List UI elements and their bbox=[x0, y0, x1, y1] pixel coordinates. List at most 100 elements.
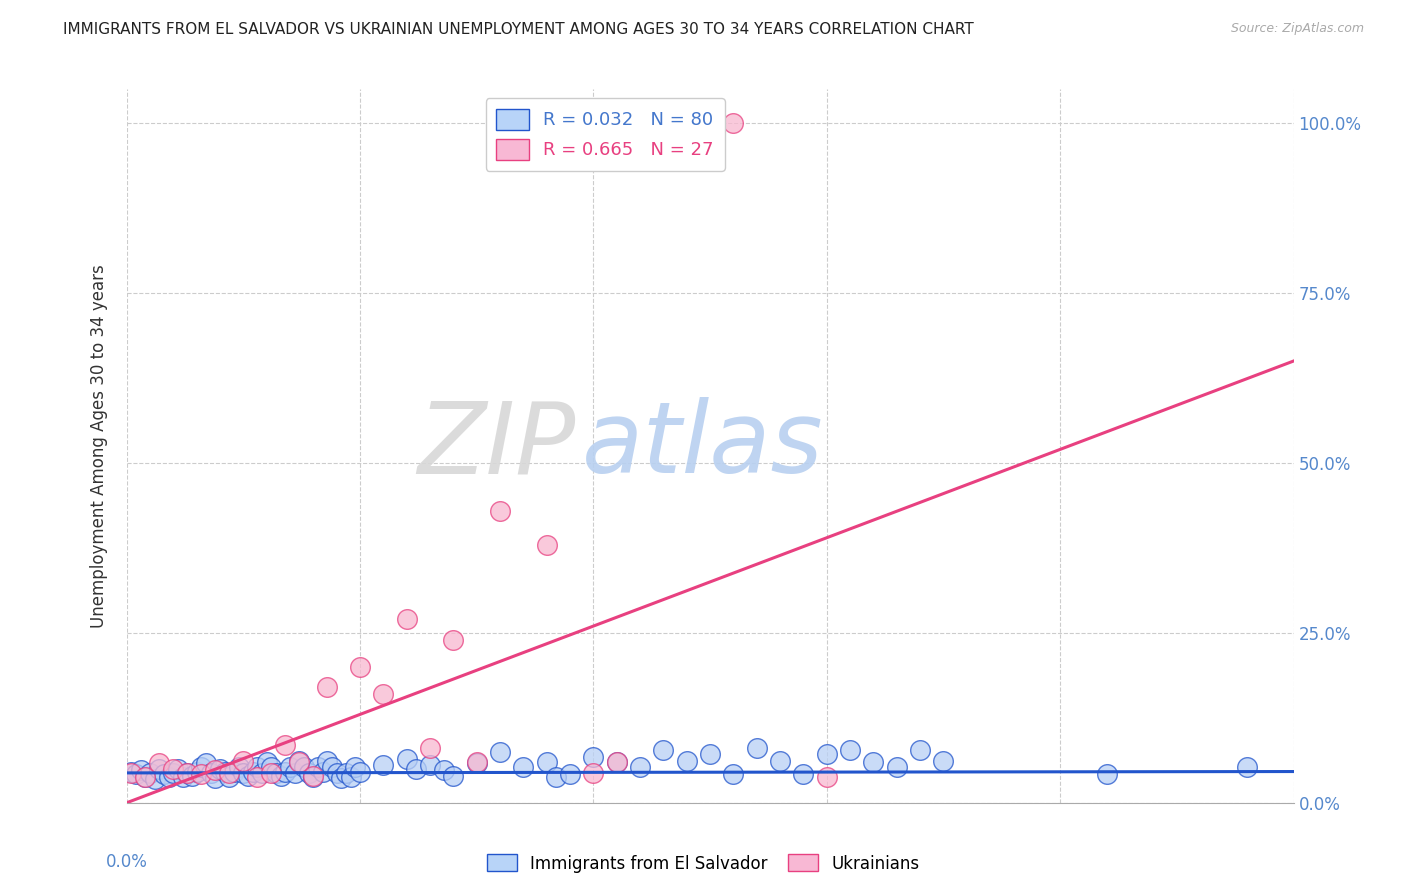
Point bbox=[419, 758, 441, 772]
Point bbox=[582, 765, 605, 780]
Point bbox=[176, 765, 198, 780]
Point bbox=[311, 764, 333, 779]
Point bbox=[246, 760, 269, 774]
Point bbox=[862, 755, 884, 769]
Point bbox=[405, 762, 427, 776]
Point bbox=[321, 760, 343, 774]
Point bbox=[162, 762, 184, 776]
Point bbox=[628, 760, 651, 774]
Point bbox=[143, 772, 166, 786]
Text: 0.0%: 0.0% bbox=[105, 853, 148, 871]
Point bbox=[325, 765, 347, 780]
Point bbox=[373, 758, 395, 772]
Point bbox=[349, 660, 371, 674]
Point bbox=[176, 765, 198, 780]
Point bbox=[228, 760, 250, 774]
Point bbox=[433, 763, 456, 777]
Point bbox=[675, 754, 697, 768]
Point bbox=[815, 747, 838, 761]
Point bbox=[441, 632, 464, 647]
Point bbox=[489, 503, 512, 517]
Point bbox=[232, 754, 254, 768]
Point bbox=[278, 760, 301, 774]
Point bbox=[218, 770, 240, 784]
Point bbox=[284, 765, 307, 780]
Point bbox=[582, 749, 605, 764]
Point bbox=[307, 760, 329, 774]
Point bbox=[208, 762, 231, 776]
Point bbox=[302, 769, 325, 783]
Point bbox=[839, 743, 862, 757]
Point bbox=[815, 770, 838, 784]
Point bbox=[180, 769, 202, 783]
Point bbox=[242, 764, 264, 779]
Point bbox=[441, 769, 464, 783]
Point bbox=[264, 765, 287, 780]
Point bbox=[297, 765, 319, 780]
Point bbox=[120, 765, 142, 780]
Y-axis label: Unemployment Among Ages 30 to 34 years: Unemployment Among Ages 30 to 34 years bbox=[90, 264, 108, 628]
Point bbox=[139, 765, 162, 780]
Point bbox=[125, 767, 148, 781]
Point bbox=[200, 765, 222, 780]
Point bbox=[395, 751, 418, 765]
Point bbox=[489, 745, 512, 759]
Point bbox=[236, 769, 259, 783]
Point bbox=[222, 764, 245, 779]
Point bbox=[214, 764, 236, 779]
Point bbox=[908, 743, 931, 757]
Point bbox=[1095, 767, 1118, 781]
Point bbox=[250, 765, 273, 780]
Point bbox=[723, 116, 745, 130]
Point bbox=[792, 767, 814, 781]
Point bbox=[153, 767, 176, 781]
Point bbox=[218, 765, 240, 780]
Point bbox=[157, 770, 180, 784]
Point bbox=[745, 741, 768, 756]
Point bbox=[190, 760, 212, 774]
Point bbox=[886, 760, 908, 774]
Point bbox=[134, 770, 156, 784]
Point bbox=[232, 765, 254, 780]
Text: atlas: atlas bbox=[582, 398, 824, 494]
Legend: R = 0.032   N = 80, R = 0.665   N = 27: R = 0.032 N = 80, R = 0.665 N = 27 bbox=[485, 98, 724, 170]
Point bbox=[330, 772, 353, 786]
Point bbox=[274, 738, 297, 752]
Point bbox=[186, 764, 208, 779]
Point bbox=[167, 762, 190, 776]
Point bbox=[292, 760, 315, 774]
Point bbox=[536, 755, 558, 769]
Text: IMMIGRANTS FROM EL SALVADOR VS UKRAINIAN UNEMPLOYMENT AMONG AGES 30 TO 34 YEARS : IMMIGRANTS FROM EL SALVADOR VS UKRAINIAN… bbox=[63, 22, 974, 37]
Point bbox=[172, 770, 194, 784]
Point bbox=[204, 772, 226, 786]
Point bbox=[419, 741, 441, 756]
Point bbox=[316, 680, 339, 694]
Point bbox=[544, 770, 567, 784]
Point bbox=[288, 754, 311, 768]
Point bbox=[148, 756, 170, 771]
Point bbox=[1236, 760, 1258, 774]
Point bbox=[465, 755, 488, 769]
Text: Source: ZipAtlas.com: Source: ZipAtlas.com bbox=[1230, 22, 1364, 36]
Point bbox=[699, 747, 721, 761]
Point bbox=[335, 765, 357, 780]
Point bbox=[288, 755, 311, 769]
Point bbox=[148, 762, 170, 776]
Point bbox=[344, 760, 367, 774]
Point bbox=[162, 765, 184, 780]
Point bbox=[652, 743, 675, 757]
Point bbox=[465, 756, 488, 771]
Point bbox=[246, 770, 269, 784]
Point bbox=[558, 767, 581, 781]
Point bbox=[260, 760, 283, 774]
Point bbox=[302, 770, 325, 784]
Point bbox=[274, 764, 297, 779]
Point bbox=[190, 767, 212, 781]
Point bbox=[204, 763, 226, 777]
Point bbox=[512, 760, 534, 774]
Point bbox=[373, 687, 395, 701]
Point bbox=[129, 763, 152, 777]
Point bbox=[606, 755, 628, 769]
Point bbox=[606, 755, 628, 769]
Point bbox=[339, 770, 361, 784]
